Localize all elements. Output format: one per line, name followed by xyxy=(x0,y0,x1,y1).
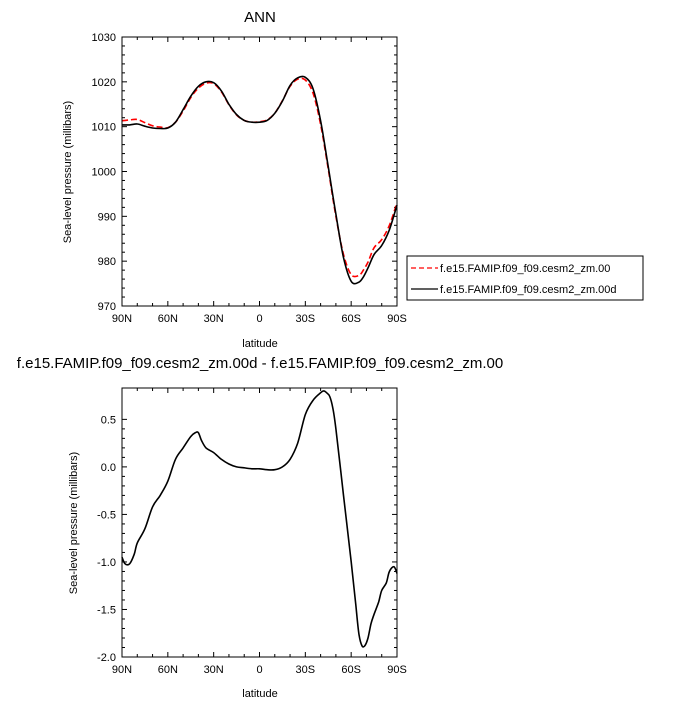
bottom-x-tick-label: 60S xyxy=(341,664,361,676)
bottom-chart: f.e15.FAMIP.f09_f09.cesm2_zm.00d - f.e15… xyxy=(17,355,503,700)
top-y-tick-label: 1010 xyxy=(92,122,116,134)
top-x-tick-label: 30N xyxy=(204,313,224,325)
bottom-x-tick-label: 90S xyxy=(387,664,407,676)
bottom-x-tick-label: 90N xyxy=(112,664,132,676)
top-chart-y-axis-label: Sea-level pressure (millibars) xyxy=(62,101,74,243)
bottom-x-tick-label: 60N xyxy=(158,664,178,676)
bottom-x-tick-label: 30S xyxy=(296,664,316,676)
top-y-tick-label: 1020 xyxy=(92,77,116,89)
top-y-tick-label: 1030 xyxy=(92,32,116,44)
legend-box xyxy=(406,255,644,301)
top-y-tick-label: 1000 xyxy=(92,167,116,179)
top-chart-frame xyxy=(121,36,398,307)
bottom-chart-frame xyxy=(121,387,398,658)
top-x-tick-label: 30S xyxy=(296,313,316,325)
bottom-chart-y-axis-label: Sea-level pressure (millibars) xyxy=(68,452,80,594)
top-y-tick-label: 980 xyxy=(98,256,116,268)
bottom-y-tick-label: -1.0 xyxy=(97,557,116,569)
top-y-tick-label: 990 xyxy=(98,211,116,223)
bottom-chart-lines xyxy=(121,390,398,648)
bottom-y-tick-label: 0.0 xyxy=(101,462,116,474)
bottom-x-tick-label: 0 xyxy=(256,664,262,676)
top-x-tick-label: 60N xyxy=(158,313,178,325)
legend-label-series-2: f.e15.FAMIP.f09_f09.cesm2_zm.00d xyxy=(440,284,617,296)
bottom-x-tick-label: 30N xyxy=(204,664,224,676)
bottom-y-tick-label: -1.5 xyxy=(97,604,116,616)
top-x-tick-label: 60S xyxy=(341,313,361,325)
bottom-chart-title: f.e15.FAMIP.f09_f09.cesm2_zm.00d - f.e15… xyxy=(17,355,503,372)
top-chart: ANN Sea-level pressure (millibars) latit… xyxy=(62,9,407,350)
top-chart-lines xyxy=(121,75,398,285)
bottom-y-tick-label: -0.5 xyxy=(97,509,116,521)
top-series-line-1 xyxy=(121,77,398,278)
top-chart-title: ANN xyxy=(244,9,276,26)
legend-label-series-1: f.e15.FAMIP.f09_f09.cesm2_zm.00 xyxy=(440,263,610,275)
top-chart-x-axis-label: latitude xyxy=(242,338,277,350)
top-x-tick-label: 90S xyxy=(387,313,407,325)
bottom-series-line-1 xyxy=(121,390,398,648)
legend: f.e15.FAMIP.f09_f09.cesm2_zm.00 f.e15.FA… xyxy=(406,255,644,301)
top-series-line-2 xyxy=(121,75,398,285)
bottom-y-tick-label: -2.0 xyxy=(97,652,116,664)
top-x-tick-label: 0 xyxy=(256,313,262,325)
bottom-y-tick-label: 0.5 xyxy=(101,414,116,426)
bottom-chart-x-axis-label: latitude xyxy=(242,688,277,700)
top-y-tick-label: 970 xyxy=(98,301,116,313)
top-x-tick-label: 90N xyxy=(112,313,132,325)
